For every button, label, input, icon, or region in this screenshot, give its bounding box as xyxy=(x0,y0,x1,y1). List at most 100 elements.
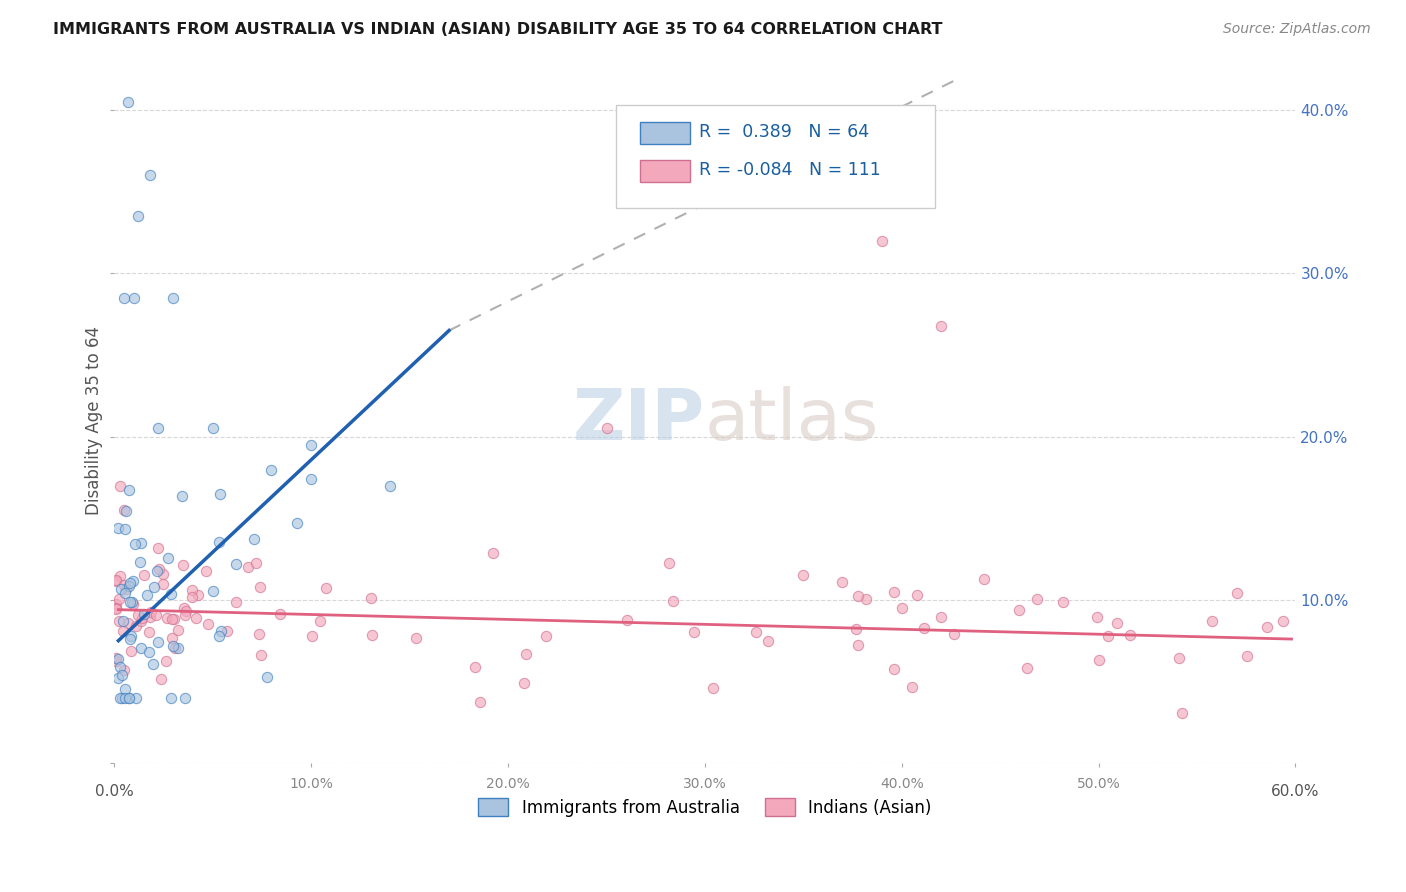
Point xyxy=(208,629,231,643)
Point xyxy=(148,561,170,575)
Point xyxy=(1008,602,1031,616)
Point xyxy=(658,556,681,570)
Point xyxy=(128,555,150,569)
Point xyxy=(1256,620,1278,634)
Point xyxy=(285,516,308,530)
Point xyxy=(208,534,231,549)
FancyBboxPatch shape xyxy=(640,160,689,182)
Point xyxy=(209,624,232,638)
Point xyxy=(112,578,135,592)
Point xyxy=(172,489,194,503)
Text: IMMIGRANTS FROM AUSTRALIA VS INDIAN (ASIAN) DISABILITY AGE 35 TO 64 CORRELATION : IMMIGRANTS FROM AUSTRALIA VS INDIAN (ASI… xyxy=(53,22,943,37)
Point xyxy=(146,634,169,648)
Point xyxy=(105,574,128,589)
Point xyxy=(107,614,129,628)
Point xyxy=(661,593,683,607)
Point xyxy=(120,594,142,608)
Point xyxy=(160,587,183,601)
Point xyxy=(138,609,160,624)
Point xyxy=(515,647,537,661)
Point xyxy=(120,629,142,643)
Point xyxy=(1201,615,1223,629)
Point xyxy=(105,651,128,665)
Point xyxy=(1107,615,1129,630)
Point xyxy=(124,537,146,551)
Point xyxy=(378,479,401,493)
Text: 20.0%: 20.0% xyxy=(486,777,530,791)
Point xyxy=(108,660,131,674)
Point xyxy=(846,638,869,652)
Point xyxy=(238,559,260,574)
Point xyxy=(201,584,224,599)
Point xyxy=(152,577,174,591)
Text: R =  0.389   N = 64: R = 0.389 N = 64 xyxy=(699,123,869,141)
Point xyxy=(299,438,322,452)
Point xyxy=(138,645,160,659)
Point xyxy=(468,694,491,708)
Point xyxy=(174,604,197,618)
Text: R = -0.084   N = 111: R = -0.084 N = 111 xyxy=(699,161,880,179)
Point xyxy=(1025,592,1047,607)
Point xyxy=(122,291,145,305)
Point xyxy=(112,663,135,677)
Point xyxy=(166,641,188,656)
Point xyxy=(1052,594,1074,608)
Point xyxy=(513,676,536,690)
Point xyxy=(846,589,869,603)
Point xyxy=(129,641,152,656)
Point xyxy=(883,662,905,676)
Point xyxy=(901,680,924,694)
Point xyxy=(163,612,186,626)
Point xyxy=(173,600,195,615)
Text: 60.0%: 60.0% xyxy=(1271,784,1320,798)
Point xyxy=(890,600,912,615)
Point xyxy=(105,601,128,615)
Point xyxy=(136,588,159,602)
Point xyxy=(929,318,952,333)
Point xyxy=(129,536,152,550)
Point xyxy=(831,574,853,589)
Point xyxy=(114,504,136,518)
Point xyxy=(127,209,149,223)
Point xyxy=(117,615,139,630)
Point xyxy=(269,607,291,622)
Point xyxy=(162,291,184,305)
Point xyxy=(121,597,143,611)
Point xyxy=(114,681,136,696)
Text: Source: ZipAtlas.com: Source: ZipAtlas.com xyxy=(1223,22,1371,37)
Point xyxy=(146,564,169,578)
Point xyxy=(105,602,128,616)
Point xyxy=(1171,706,1194,720)
Point xyxy=(114,690,136,705)
Point xyxy=(482,546,505,560)
Point xyxy=(112,291,135,305)
Point xyxy=(118,690,141,705)
Point xyxy=(156,611,179,625)
Point xyxy=(943,627,966,641)
Point xyxy=(702,681,724,695)
Point xyxy=(1015,661,1038,675)
Point xyxy=(112,503,135,517)
Text: 50.0%: 50.0% xyxy=(1077,777,1121,791)
Point xyxy=(118,632,141,646)
Point xyxy=(129,614,152,628)
Point xyxy=(912,621,935,635)
Point xyxy=(105,654,128,668)
Point xyxy=(249,648,271,663)
Text: 0.0%: 0.0% xyxy=(96,784,134,798)
Point xyxy=(139,605,162,619)
Point xyxy=(197,617,219,632)
Point xyxy=(112,614,135,628)
Point xyxy=(117,95,139,109)
Point xyxy=(160,612,183,626)
Point xyxy=(162,639,184,653)
FancyBboxPatch shape xyxy=(640,122,689,144)
Point xyxy=(160,690,183,705)
Point xyxy=(118,579,141,593)
Point xyxy=(187,588,209,602)
Point xyxy=(180,591,202,605)
Point xyxy=(142,657,165,672)
Point xyxy=(301,629,323,643)
Point xyxy=(616,613,638,627)
Point xyxy=(166,623,188,637)
